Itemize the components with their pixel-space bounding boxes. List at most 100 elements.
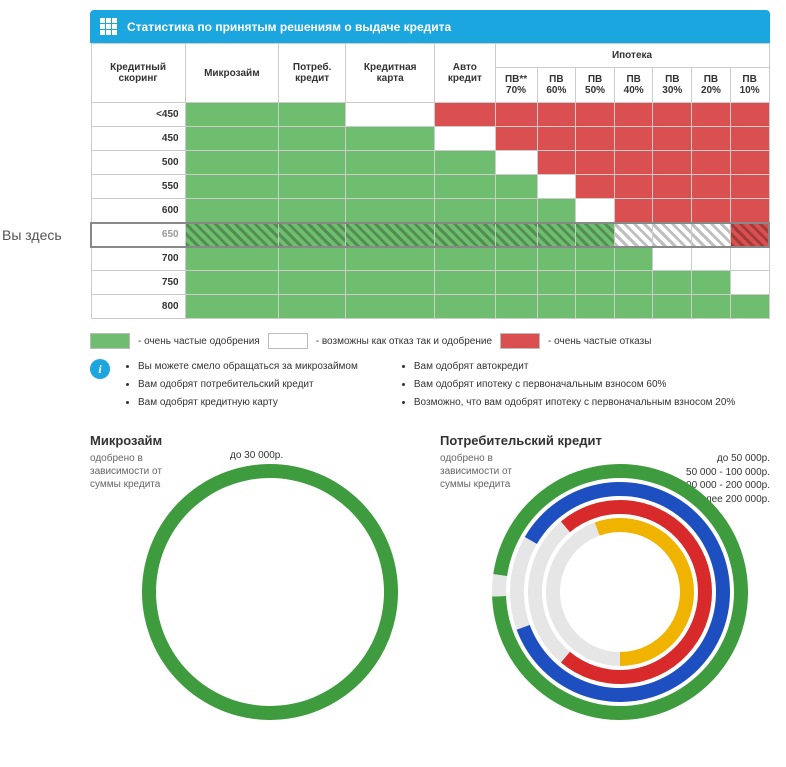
chart-title-left: Микрозайм	[90, 433, 420, 448]
legend-green: - очень частые одобрения	[138, 336, 260, 347]
cell-8-2	[346, 295, 435, 319]
cell-2-8	[653, 151, 692, 175]
score-5: 650	[91, 223, 185, 247]
cell-3-5	[537, 175, 576, 199]
cell-8-9	[692, 295, 731, 319]
cell-0-7	[614, 103, 653, 127]
chart-left-top-label: до 30 000р.	[230, 450, 283, 461]
cell-6-10	[730, 247, 769, 271]
cell-6-9	[692, 247, 731, 271]
cell-5-0	[185, 223, 278, 247]
cell-4-1	[279, 199, 346, 223]
cell-8-0	[185, 295, 278, 319]
chart-consumer: Потребительский кредит одобрено в зависи…	[440, 433, 770, 742]
cell-7-7	[614, 271, 653, 295]
cell-1-4	[495, 127, 537, 151]
cell-4-10	[730, 199, 769, 223]
cell-5-2	[346, 223, 435, 247]
cell-0-3	[435, 103, 495, 127]
col-mortgage-5: ПВ20%	[692, 68, 731, 103]
cell-3-10	[730, 175, 769, 199]
chart-title-right: Потребительский кредит	[440, 433, 770, 448]
info-item: Вам одобрят автокредит	[414, 359, 735, 375]
cell-1-10	[730, 127, 769, 151]
cell-1-5	[537, 127, 576, 151]
col-mortgage-group: Ипотека	[495, 44, 769, 68]
legend: - очень частые одобрения - возможны как …	[90, 333, 770, 349]
info-list-right: Вам одобрят автокредит Вам одобрят ипотек…	[398, 359, 735, 413]
cell-2-2	[346, 151, 435, 175]
col-mortgage-3: ПВ40%	[614, 68, 653, 103]
cell-7-9	[692, 271, 731, 295]
cell-3-3	[435, 175, 495, 199]
col-mortgage-4: ПВ30%	[653, 68, 692, 103]
ring-chart-left	[140, 462, 400, 722]
info-item: Вам одобрят кредитную карту	[138, 395, 358, 411]
cell-4-6	[576, 199, 615, 223]
cell-5-10	[730, 223, 769, 247]
cell-4-9	[692, 199, 731, 223]
score-8: 800	[91, 295, 185, 319]
cell-8-3	[435, 295, 495, 319]
cell-5-3	[435, 223, 495, 247]
cell-0-5	[537, 103, 576, 127]
cell-1-1	[279, 127, 346, 151]
col-mortgage-2: ПВ50%	[576, 68, 615, 103]
cell-3-6	[576, 175, 615, 199]
cell-2-5	[537, 151, 576, 175]
cell-6-4	[495, 247, 537, 271]
cell-8-10	[730, 295, 769, 319]
legend-swatch-green	[90, 333, 130, 349]
cell-0-8	[653, 103, 692, 127]
cell-0-4	[495, 103, 537, 127]
cell-6-5	[537, 247, 576, 271]
cell-1-6	[576, 127, 615, 151]
score-1: 450	[91, 127, 185, 151]
cell-4-2	[346, 199, 435, 223]
score-0: <450	[91, 103, 185, 127]
info-list-left: Вы можете смело обращаться за микрозаймо…	[122, 359, 358, 413]
cell-7-2	[346, 271, 435, 295]
cell-3-8	[653, 175, 692, 199]
cell-4-0	[185, 199, 278, 223]
col-mortgage-1: ПВ60%	[537, 68, 576, 103]
cell-6-2	[346, 247, 435, 271]
cell-1-0	[185, 127, 278, 151]
col-0: Микрозайм	[185, 44, 278, 103]
header-title: Статистика по принятым решениям о выдаче…	[127, 20, 451, 34]
cell-7-6	[576, 271, 615, 295]
score-7: 750	[91, 271, 185, 295]
cell-4-7	[614, 199, 653, 223]
score-4: 600	[91, 199, 185, 223]
cell-2-6	[576, 151, 615, 175]
cell-0-1	[279, 103, 346, 127]
col-mortgage-6: ПВ10%	[730, 68, 769, 103]
info-item: Вам одобрят ипотеку с первоначальным взн…	[414, 377, 735, 393]
cell-0-2	[346, 103, 435, 127]
cell-6-1	[279, 247, 346, 271]
cell-8-1	[279, 295, 346, 319]
cell-7-1	[279, 271, 346, 295]
legend-swatch-white	[268, 333, 308, 349]
cell-8-6	[576, 295, 615, 319]
cell-6-3	[435, 247, 495, 271]
stats-header: Статистика по принятым решениям о выдаче…	[90, 10, 770, 43]
cell-1-2	[346, 127, 435, 151]
cell-5-1	[279, 223, 346, 247]
cell-1-8	[653, 127, 692, 151]
cell-2-7	[614, 151, 653, 175]
cell-5-6	[576, 223, 615, 247]
legend-red: - очень частые отказы	[548, 336, 651, 347]
cell-6-7	[614, 247, 653, 271]
cell-3-2	[346, 175, 435, 199]
cell-0-9	[692, 103, 731, 127]
cell-7-0	[185, 271, 278, 295]
info-item: Вы можете смело обращаться за микрозаймо…	[138, 359, 358, 375]
score-6: 700	[91, 247, 185, 271]
cell-3-0	[185, 175, 278, 199]
cell-8-8	[653, 295, 692, 319]
col-score: Кредитныйскоринг	[91, 44, 185, 103]
cell-7-10	[730, 271, 769, 295]
cell-8-5	[537, 295, 576, 319]
cell-4-5	[537, 199, 576, 223]
